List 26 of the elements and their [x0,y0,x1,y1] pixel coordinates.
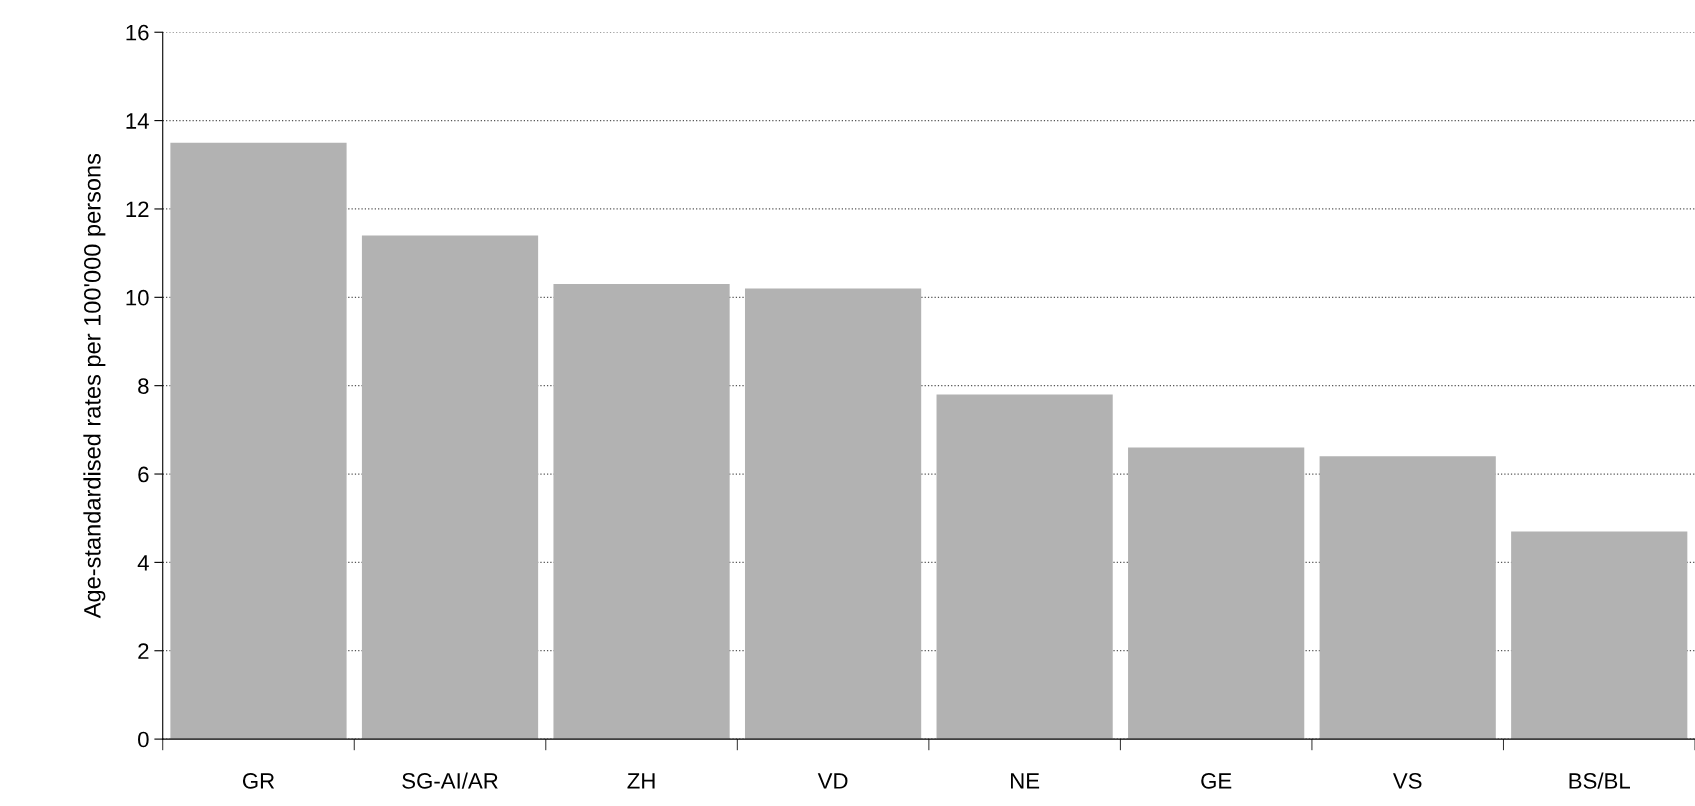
y-axis-title: Age-standardised rates per 100'000 persons [83,153,106,619]
bar [361,235,539,740]
bar [936,394,1113,740]
x-tick-label: NE [1011,773,1040,789]
x-tick-label: BS/BL [1569,772,1630,789]
bar [170,142,347,740]
y-tick-label: 16 [126,24,149,41]
x-tick-label: GR [242,773,275,789]
bar [1128,447,1305,740]
x-tick-label: VD [817,773,848,789]
y-tick-label: 6 [138,466,149,483]
x-tick-label: GE [1201,773,1232,789]
y-tick-label: 2 [138,643,149,659]
y-tick-label: 14 [126,113,149,129]
y-tick-label: 4 [137,555,149,571]
x-tick-label: ZH [627,773,655,789]
bar [553,284,730,740]
y-tick-label: 12 [126,201,149,218]
x-tick-label: SG-AI/AR [402,772,498,789]
y-tick-label: 0 [138,731,149,748]
x-tick-label: VS [1392,773,1422,789]
bar [1319,456,1496,740]
y-tick-label: 8 [138,378,149,394]
bar [1511,531,1688,740]
y-tick-label: 10 [126,289,149,306]
bar [744,288,922,740]
